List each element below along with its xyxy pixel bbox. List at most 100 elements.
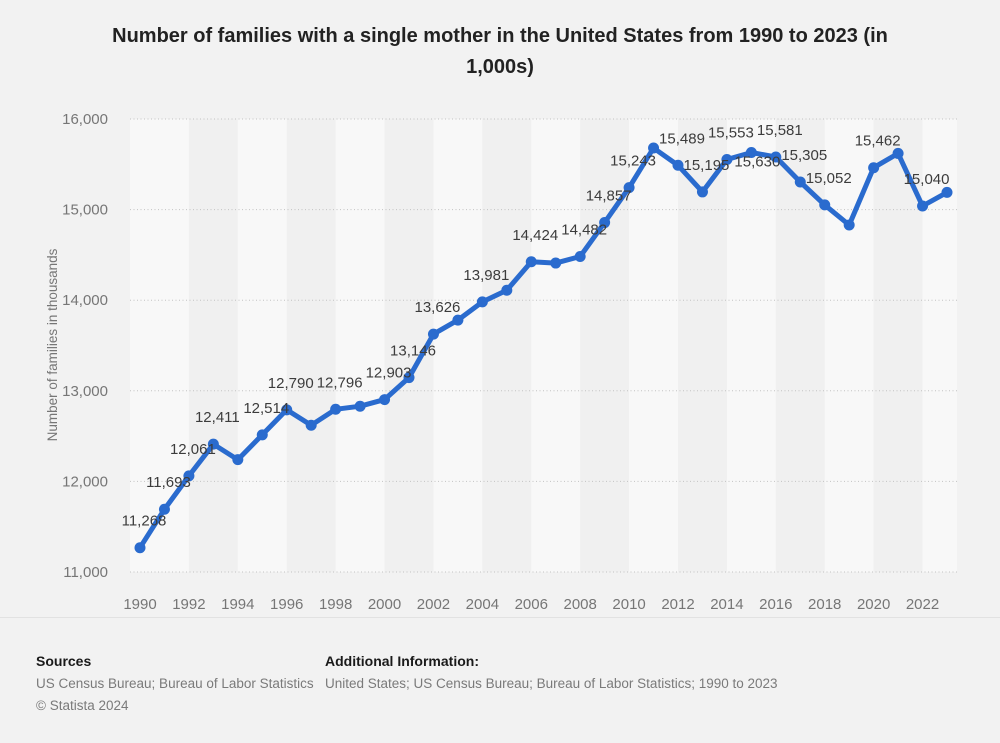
data-point xyxy=(305,419,317,431)
data-point xyxy=(427,328,439,340)
trend-line-group xyxy=(137,145,950,551)
data-point xyxy=(770,151,782,163)
copyright-text: © Statista 2024 xyxy=(36,698,129,713)
y-axis-ticks: 11,000 12,000 13,000 14,000 15,000 16,000 xyxy=(62,111,108,581)
data-point-label: 12,796 xyxy=(317,374,363,391)
data-point-label: 15,462 xyxy=(855,133,901,150)
data-point-label: 15,630 xyxy=(734,154,780,171)
data-point xyxy=(599,217,611,229)
plot-band xyxy=(629,119,678,572)
x-axis-tick: 2004 xyxy=(466,596,499,613)
x-axis-tick: 1992 xyxy=(172,596,205,613)
data-point-label: 15,305 xyxy=(781,147,827,164)
plot-bands xyxy=(130,119,957,572)
data-point xyxy=(648,142,660,154)
data-point xyxy=(550,257,562,269)
data-point xyxy=(281,404,293,416)
plot-band xyxy=(873,119,923,572)
data-point-label: 15,489 xyxy=(659,130,705,147)
x-axis-tick: 1990 xyxy=(123,596,156,613)
data-point xyxy=(745,147,757,159)
divider xyxy=(0,617,1000,618)
y-axis-tick: 14,000 xyxy=(62,292,108,309)
data-point xyxy=(868,162,880,174)
data-point xyxy=(501,284,513,296)
data-point xyxy=(623,182,635,194)
data-point xyxy=(256,429,268,441)
additional-info-text: United States; US Census Bureau; Bureau … xyxy=(325,676,778,691)
x-axis-tick: 2010 xyxy=(612,596,645,613)
data-point xyxy=(696,186,708,198)
plot-band xyxy=(726,119,776,572)
data-point xyxy=(843,219,855,231)
data-point-label: 12,411 xyxy=(195,409,240,426)
data-point-label: 12,790 xyxy=(268,375,314,392)
y-axis-tick: 16,000 xyxy=(62,111,108,128)
data-point xyxy=(354,400,366,412)
data-point xyxy=(525,256,537,268)
y-axis-title: Number of families in thousands xyxy=(45,248,60,441)
plot-band xyxy=(335,119,385,572)
data-point xyxy=(158,503,170,515)
plot-band xyxy=(824,119,874,572)
trend-line xyxy=(137,145,950,551)
data-point xyxy=(819,199,831,211)
y-axis-tick: 15,000 xyxy=(62,202,108,219)
data-point-label: 15,553 xyxy=(708,124,754,141)
data-point xyxy=(794,176,806,188)
data-point-label: 13,146 xyxy=(390,343,436,360)
x-axis-tick: 2022 xyxy=(906,596,939,613)
data-point-label: 14,857 xyxy=(586,188,632,205)
data-point xyxy=(403,372,415,384)
plot-band xyxy=(433,119,483,572)
y-axis-tick: 11,000 xyxy=(63,564,108,581)
plot-band xyxy=(286,119,336,572)
plot-band xyxy=(188,119,238,572)
x-axis-tick: 2000 xyxy=(368,596,401,613)
data-point-label: 11,268 xyxy=(122,513,167,530)
sources-heading: Sources xyxy=(36,653,92,669)
data-point xyxy=(232,454,244,466)
data-point xyxy=(476,296,488,308)
x-axis-tick: 2014 xyxy=(710,596,743,613)
x-axis-tick: 2018 xyxy=(808,596,841,613)
x-axis-tick: 1998 xyxy=(319,596,352,613)
x-axis-tick: 2020 xyxy=(857,596,890,613)
plot-band xyxy=(482,119,532,572)
data-point-label: 12,061 xyxy=(170,441,216,458)
data-point xyxy=(941,186,953,198)
x-axis-tick: 1994 xyxy=(221,596,254,613)
data-point xyxy=(892,147,904,159)
chart-title-text: Number of families with a single mother … xyxy=(112,25,888,78)
data-point-label: 15,195 xyxy=(684,157,730,174)
data-point xyxy=(917,200,929,212)
data-point xyxy=(721,153,733,165)
data-points xyxy=(134,142,953,554)
data-point xyxy=(379,394,391,406)
x-axis-tick: 2012 xyxy=(661,596,694,613)
gridlines xyxy=(130,118,957,573)
plot-band xyxy=(580,119,630,572)
y-axis-tick: 13,000 xyxy=(62,383,108,400)
x-axis-ticks: 1990 1992 1994 1996 1998 2000 2002 2004 2006 2008… xyxy=(123,596,939,613)
data-point-label: 13,981 xyxy=(463,267,509,284)
x-axis-tick: 2002 xyxy=(417,596,450,613)
data-point-label: 12,514 xyxy=(243,400,289,417)
x-axis-tick: 2006 xyxy=(515,596,548,613)
x-axis-tick: 2016 xyxy=(759,596,792,613)
chart-title: Number of families with a single mother … xyxy=(0,21,1000,83)
sources-block: Sources US Census Bureau; Bureau of Labo… xyxy=(36,653,316,720)
data-point-label: 14,482 xyxy=(561,222,607,239)
x-axis-tick: 2008 xyxy=(563,596,596,613)
y-axis-tick: 12,000 xyxy=(62,473,108,490)
data-point xyxy=(574,251,586,263)
data-point-label: 13,626 xyxy=(415,299,461,316)
data-point-label: 11,693 xyxy=(146,474,191,491)
data-point xyxy=(330,403,342,415)
plot-band xyxy=(237,119,287,572)
data-point xyxy=(452,314,464,326)
additional-info-heading: Additional Information: xyxy=(325,653,479,669)
data-point xyxy=(672,159,684,171)
chart-canvas: 11,000 12,000 13,000 14,000 15,000 16,000 Numb… xyxy=(45,111,957,613)
